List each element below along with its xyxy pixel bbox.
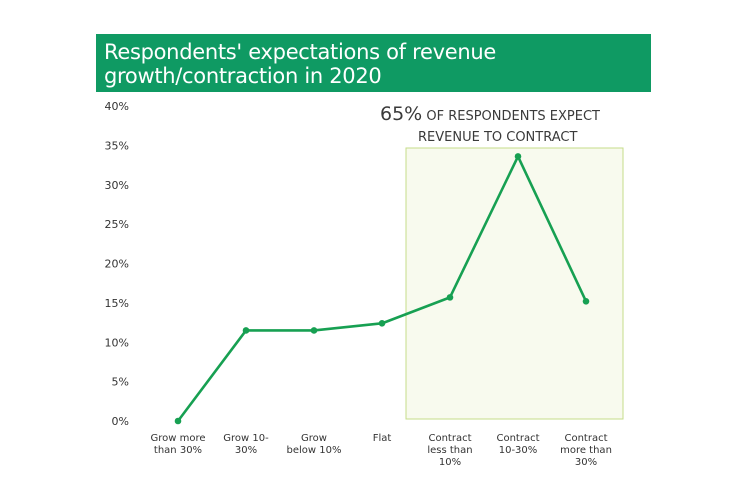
y-tick-label: 5% bbox=[112, 376, 129, 389]
x-tick-label: Grow below 10% bbox=[287, 433, 342, 456]
x-tick-label-line: than 30% bbox=[154, 445, 202, 456]
data-point bbox=[174, 417, 182, 425]
data-point bbox=[582, 298, 590, 305]
chart-title: Respondents' expectations of revenue gro… bbox=[96, 34, 651, 92]
y-tick-label: 10% bbox=[105, 336, 129, 349]
callout-annotation: 65% OF RESPONDENTS EXPECT REVENUE TO CON… bbox=[380, 104, 650, 148]
y-tick-label: 25% bbox=[105, 218, 129, 231]
chart-title-line1: Respondents' expectations of revenue bbox=[104, 40, 496, 64]
x-tick-label-line: Grow 10- bbox=[223, 433, 269, 444]
chart-title-line2: growth/contraction in 2020 bbox=[104, 64, 382, 88]
x-tick-label-line: 30% bbox=[575, 457, 597, 468]
x-axis: Grow more than 30%Grow 10-30%Grow below 10… bbox=[150, 433, 611, 468]
x-tick-label-line: Grow bbox=[301, 433, 327, 444]
x-tick-label: Grow 10-30% bbox=[223, 433, 269, 456]
y-tick-label: 30% bbox=[105, 179, 129, 192]
x-tick-label-line: more than bbox=[560, 445, 612, 456]
x-tick-label-line: Contract bbox=[564, 433, 607, 444]
callout-percent: 65% bbox=[380, 103, 423, 125]
data-point bbox=[446, 294, 454, 301]
data-point bbox=[378, 320, 386, 327]
x-tick-label-line: 10-30% bbox=[499, 445, 538, 456]
x-tick-label-line: Contract bbox=[428, 433, 471, 444]
highlight-region bbox=[405, 147, 624, 420]
y-axis: 0% 5% 10% 15% 20% 25% 30% 35% 40% bbox=[105, 100, 129, 428]
x-tick-label: Contract 10-30% bbox=[496, 433, 539, 456]
x-tick-label-line: less than bbox=[427, 445, 472, 456]
x-tick-label: Flat bbox=[373, 433, 392, 444]
x-tick-label-line: Flat bbox=[373, 433, 392, 444]
x-tick-label: Contract more than 30% bbox=[560, 433, 612, 468]
data-point bbox=[310, 327, 318, 334]
callout-text-line1: OF RESPONDENTS EXPECT bbox=[426, 109, 600, 124]
x-tick-label-line: Grow more bbox=[150, 433, 205, 444]
x-tick-label: Contract less than 10% bbox=[427, 433, 472, 468]
y-tick-label: 40% bbox=[105, 100, 129, 113]
y-tick-label: 35% bbox=[105, 139, 129, 152]
series-layer bbox=[174, 153, 590, 425]
x-tick-label-line: below 10% bbox=[287, 445, 342, 456]
y-tick-label: 15% bbox=[105, 297, 129, 310]
x-tick-label: Grow more than 30% bbox=[150, 433, 205, 456]
data-point bbox=[514, 153, 522, 160]
x-tick-label-line: 30% bbox=[235, 445, 257, 456]
y-tick-label: 20% bbox=[105, 258, 129, 271]
x-tick-label-line: 10% bbox=[439, 457, 461, 468]
x-tick-label-line: Contract bbox=[496, 433, 539, 444]
y-tick-label: 0% bbox=[112, 415, 129, 428]
highlight-region-layer bbox=[405, 147, 624, 420]
data-point bbox=[242, 327, 250, 334]
callout-text-line2: REVENUE TO CONTRACT bbox=[418, 130, 578, 145]
